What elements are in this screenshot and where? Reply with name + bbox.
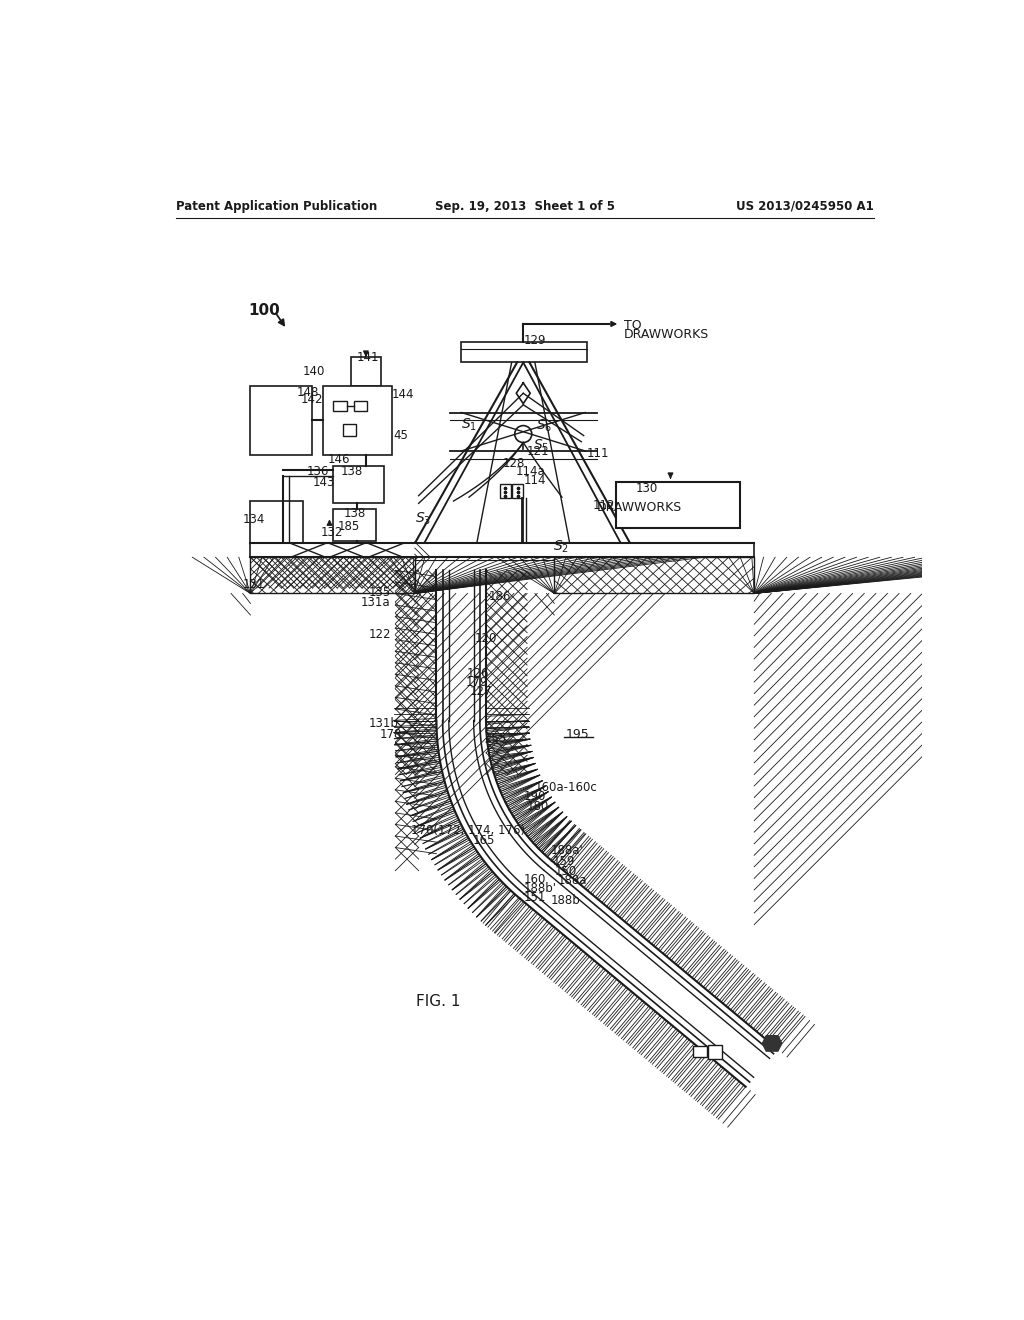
Text: 121: 121	[527, 445, 550, 458]
Text: $S_3$: $S_3$	[415, 511, 431, 528]
Text: 144: 144	[391, 388, 414, 401]
Text: 142: 142	[301, 393, 324, 407]
Text: 160a-160c: 160a-160c	[535, 780, 598, 793]
Text: 127: 127	[470, 685, 493, 698]
Text: 132: 132	[321, 525, 343, 539]
Bar	[554, 557, 755, 594]
Text: 170(172, 174, 176): 170(172, 174, 176)	[411, 825, 525, 837]
Text: 188a': 188a'	[550, 843, 583, 857]
Bar	[251, 502, 303, 544]
Text: 148: 148	[297, 387, 319, 400]
Text: 131a: 131a	[360, 595, 390, 609]
Text: 155: 155	[484, 733, 507, 744]
Text: 195: 195	[566, 729, 590, 742]
Text: $S_2$: $S_2$	[553, 539, 568, 556]
Text: 160: 160	[523, 873, 546, 886]
Text: 143: 143	[312, 477, 335, 490]
Bar	[709, 1044, 722, 1059]
Text: 131b: 131b	[369, 717, 398, 730]
Text: 178: 178	[380, 729, 402, 742]
Bar	[251, 385, 312, 455]
Text: $S_5$: $S_5$	[534, 437, 550, 454]
Text: FIG. 1: FIG. 1	[416, 994, 460, 1008]
Text: 186: 186	[488, 590, 511, 603]
Text: 120: 120	[474, 632, 497, 645]
Bar	[512, 484, 523, 498]
Text: 188b: 188b	[550, 894, 581, 907]
Text: 151: 151	[523, 891, 546, 904]
Text: 100: 100	[248, 304, 280, 318]
Text: 114: 114	[523, 474, 546, 487]
Bar	[500, 484, 511, 498]
Text: US 2013/0245950 A1: US 2013/0245950 A1	[736, 199, 873, 213]
Bar	[343, 424, 356, 436]
Text: 159: 159	[553, 855, 575, 869]
Text: $S_1$: $S_1$	[461, 416, 477, 433]
Bar	[334, 508, 376, 541]
Text: 128: 128	[503, 457, 525, 470]
Bar	[324, 385, 391, 455]
Text: 179: 179	[466, 676, 488, 689]
Bar	[693, 1047, 707, 1057]
Text: 134: 134	[243, 512, 265, 525]
Bar	[616, 482, 740, 528]
Text: 136: 136	[306, 465, 329, 478]
Text: 146: 146	[328, 453, 349, 466]
Text: 190: 190	[523, 789, 546, 803]
Text: Patent Application Publication: Patent Application Publication	[176, 199, 377, 213]
Text: 112: 112	[593, 499, 615, 512]
Text: 150: 150	[554, 866, 577, 878]
Text: 114a: 114a	[515, 465, 545, 478]
Text: 126: 126	[467, 667, 489, 680]
Text: 135: 135	[369, 586, 390, 599]
Text: 141: 141	[356, 351, 379, 364]
Bar	[334, 466, 384, 503]
Bar	[461, 342, 587, 363]
Text: 165: 165	[473, 834, 496, 847]
Bar	[334, 401, 346, 411]
Bar	[251, 557, 415, 594]
Text: 188a: 188a	[558, 874, 588, 887]
Bar	[354, 401, 368, 411]
Text: 138: 138	[341, 465, 364, 478]
Text: TO: TO	[624, 318, 642, 331]
Text: 138: 138	[343, 507, 366, 520]
Text: 130: 130	[636, 482, 657, 495]
Text: Sep. 19, 2013  Sheet 1 of 5: Sep. 19, 2013 Sheet 1 of 5	[435, 199, 614, 213]
Bar	[251, 544, 755, 557]
Text: 140: 140	[302, 364, 325, 378]
Text: DRAWWORKS: DRAWWORKS	[597, 502, 682, 513]
Text: 131: 131	[243, 578, 265, 591]
Text: 111: 111	[587, 447, 609, 461]
Polygon shape	[763, 1036, 781, 1051]
Text: DRAWWORKS: DRAWWORKS	[624, 327, 710, 341]
Text: 129: 129	[523, 334, 546, 347]
Bar	[351, 358, 381, 387]
Text: 185: 185	[337, 520, 359, 533]
Text: $S_6$: $S_6$	[537, 418, 553, 434]
Text: 180: 180	[527, 800, 549, 813]
Text: 122: 122	[369, 628, 391, 642]
Text: 188b': 188b'	[523, 882, 556, 895]
Text: 45: 45	[394, 429, 409, 442]
